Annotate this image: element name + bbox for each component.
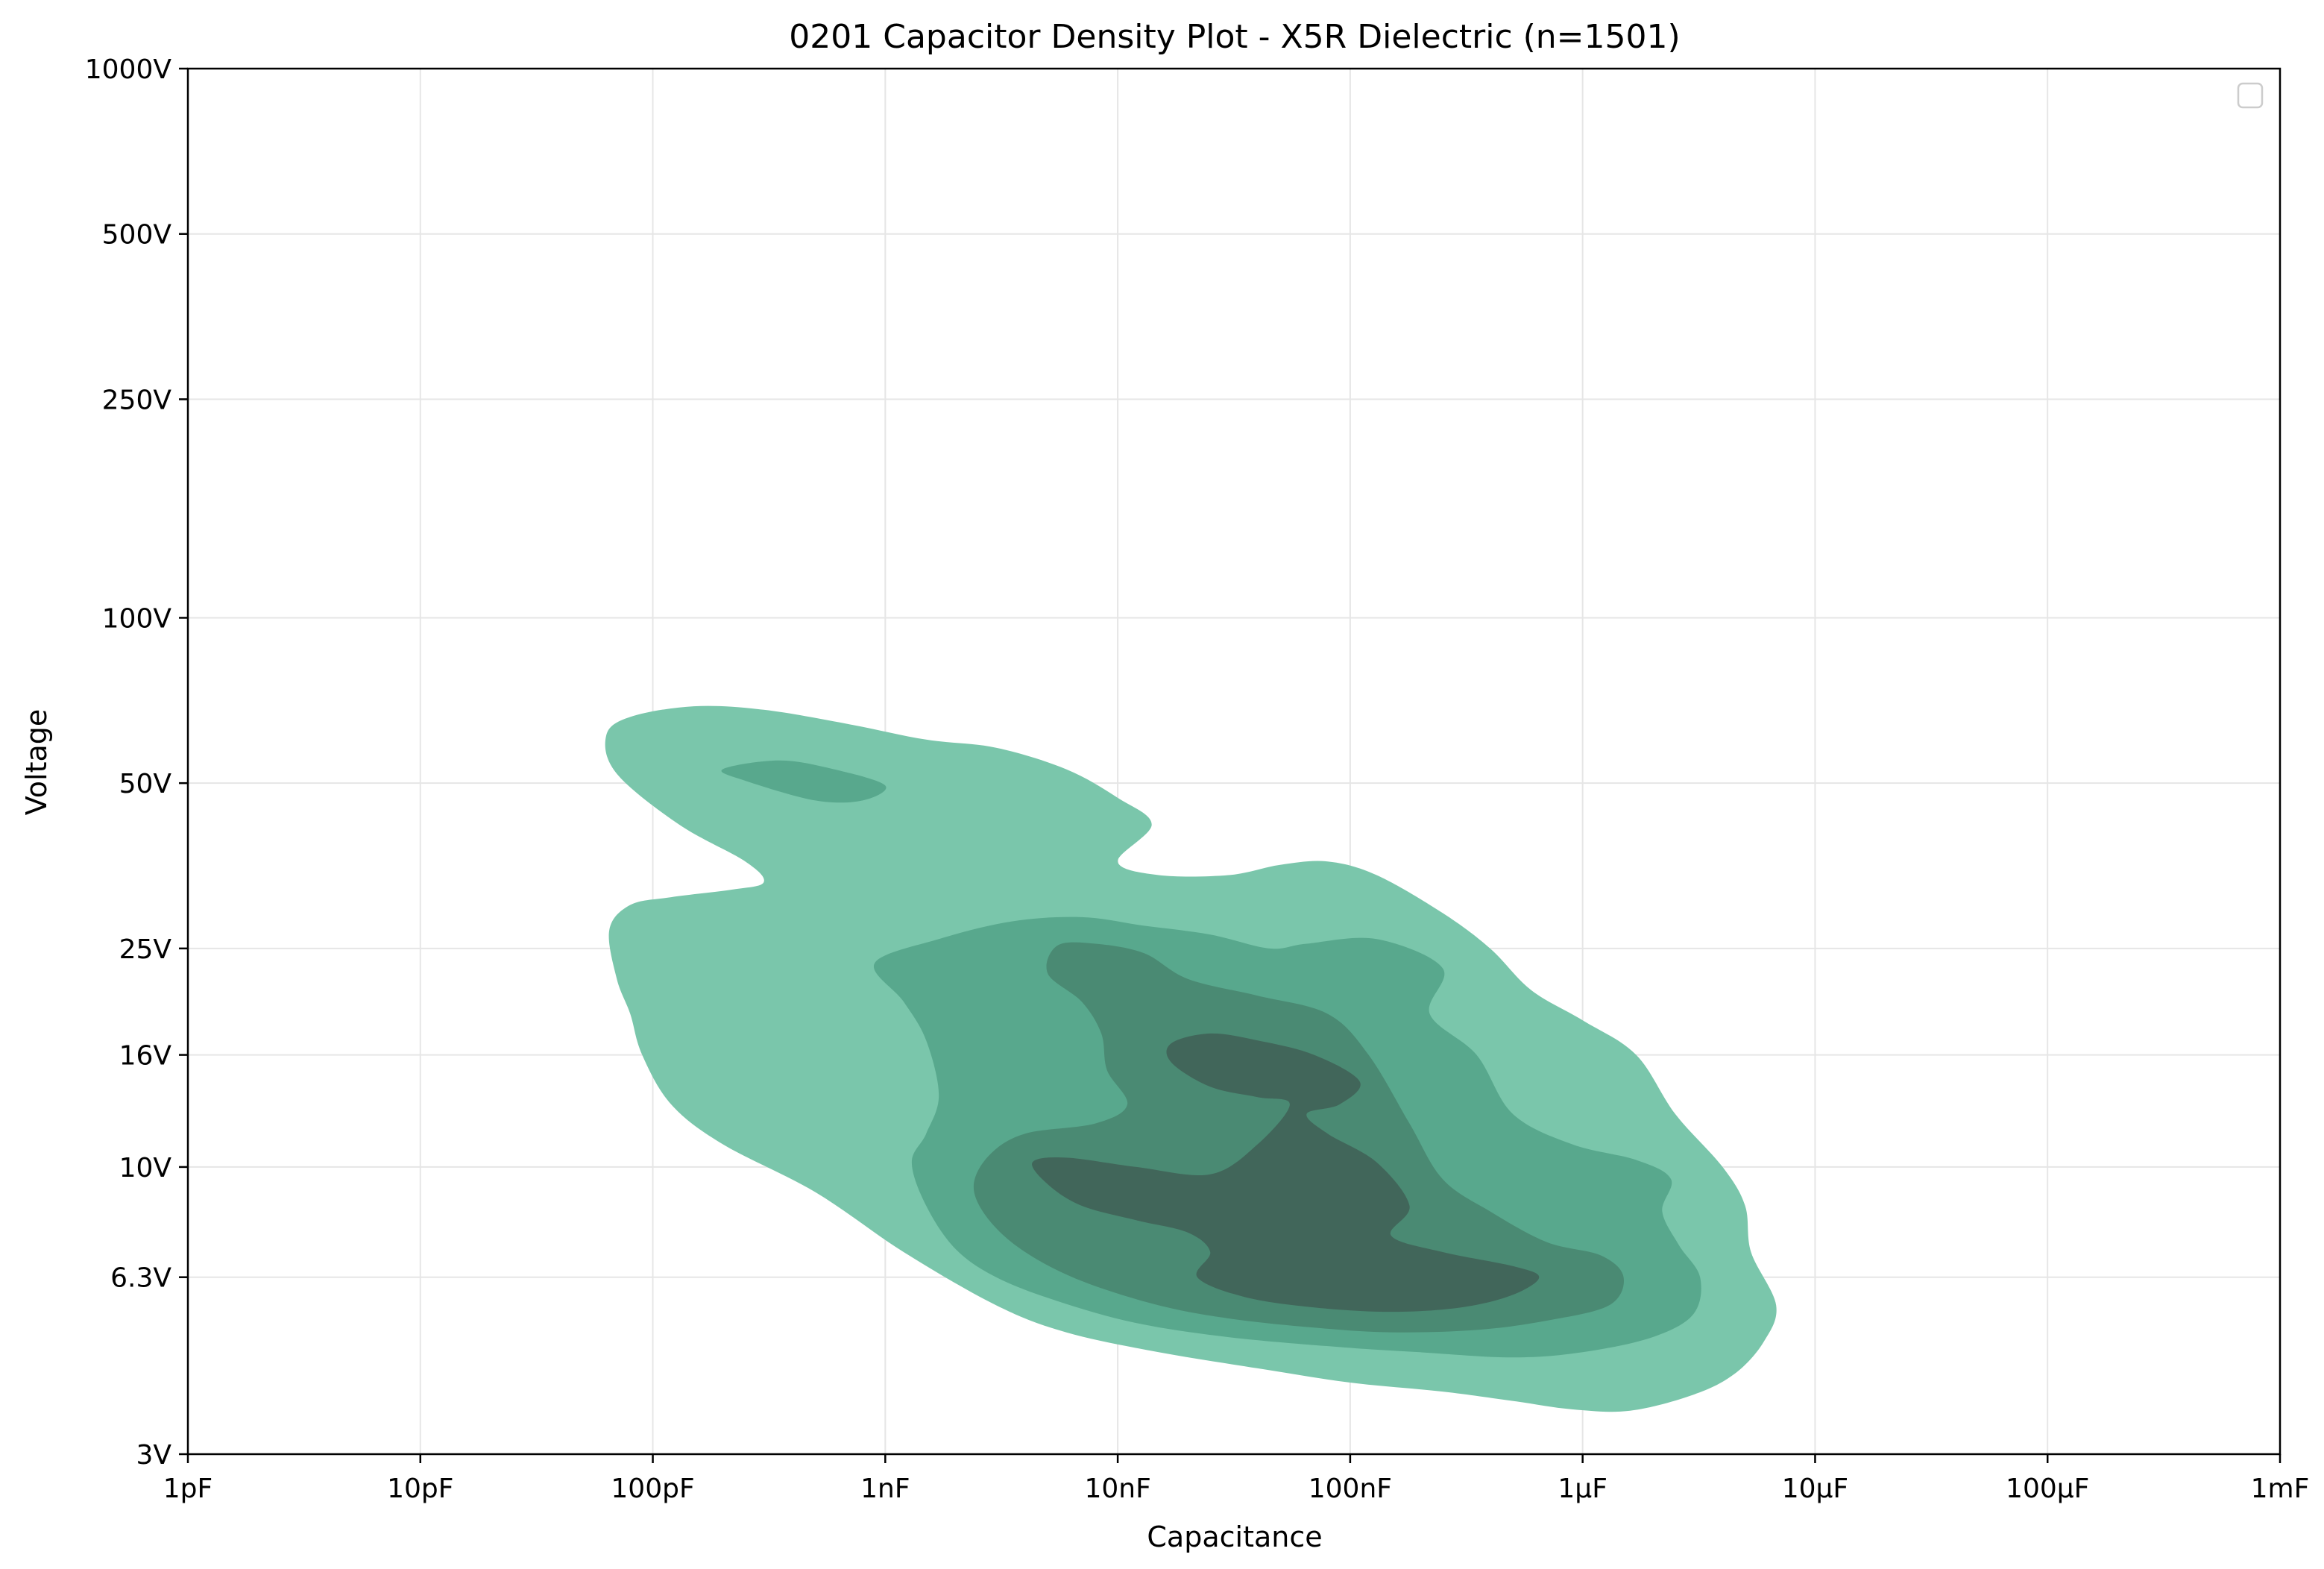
- y-tick-label: 16V: [119, 1041, 172, 1072]
- y-tick-label: 50V: [119, 769, 172, 799]
- y-axis-label: Voltage: [20, 709, 53, 816]
- y-tick-label: 100V: [102, 603, 172, 634]
- axis-ticks: 1pF 10pF 100pF 1nF 10nF 100nF 1µF 10µF 100µF 1mF 3…: [85, 54, 2310, 1504]
- x-tick-label: 100µF: [2006, 1474, 2089, 1504]
- x-tick-label: 10pF: [387, 1474, 453, 1504]
- y-tick-label: 25V: [119, 934, 172, 965]
- y-tick-label: 3V: [136, 1440, 171, 1471]
- x-tick-label: 100nF: [1309, 1474, 1392, 1504]
- x-tick-label: 1pF: [163, 1474, 212, 1504]
- y-tick-label: 6.3V: [110, 1263, 171, 1294]
- x-tick-label: 10µF: [1782, 1474, 1848, 1504]
- legend-box: [2237, 82, 2264, 109]
- y-tick-label: 250V: [102, 385, 172, 415]
- y-tick-label: 1000V: [85, 54, 172, 85]
- density-contour-level-2: [721, 760, 887, 803]
- y-tick-label: 500V: [102, 220, 172, 251]
- density-contours: [605, 705, 1777, 1412]
- x-tick-label: 100pF: [611, 1474, 694, 1504]
- x-tick-label: 10nF: [1084, 1474, 1150, 1504]
- x-tick-label: 1nF: [860, 1474, 910, 1504]
- chart-title: 0201 Capacitor Density Plot - X5R Dielec…: [789, 18, 1680, 56]
- y-tick-label: 10V: [119, 1153, 172, 1183]
- plot-frame: [186, 67, 2282, 1456]
- x-tick-label: 1mF: [2251, 1474, 2310, 1504]
- x-tick-label: 1µF: [1558, 1474, 1607, 1504]
- density-contour-level-4: [1032, 1033, 1540, 1312]
- legend: [2237, 82, 2264, 109]
- x-axis-label: Capacitance: [1147, 1521, 1322, 1553]
